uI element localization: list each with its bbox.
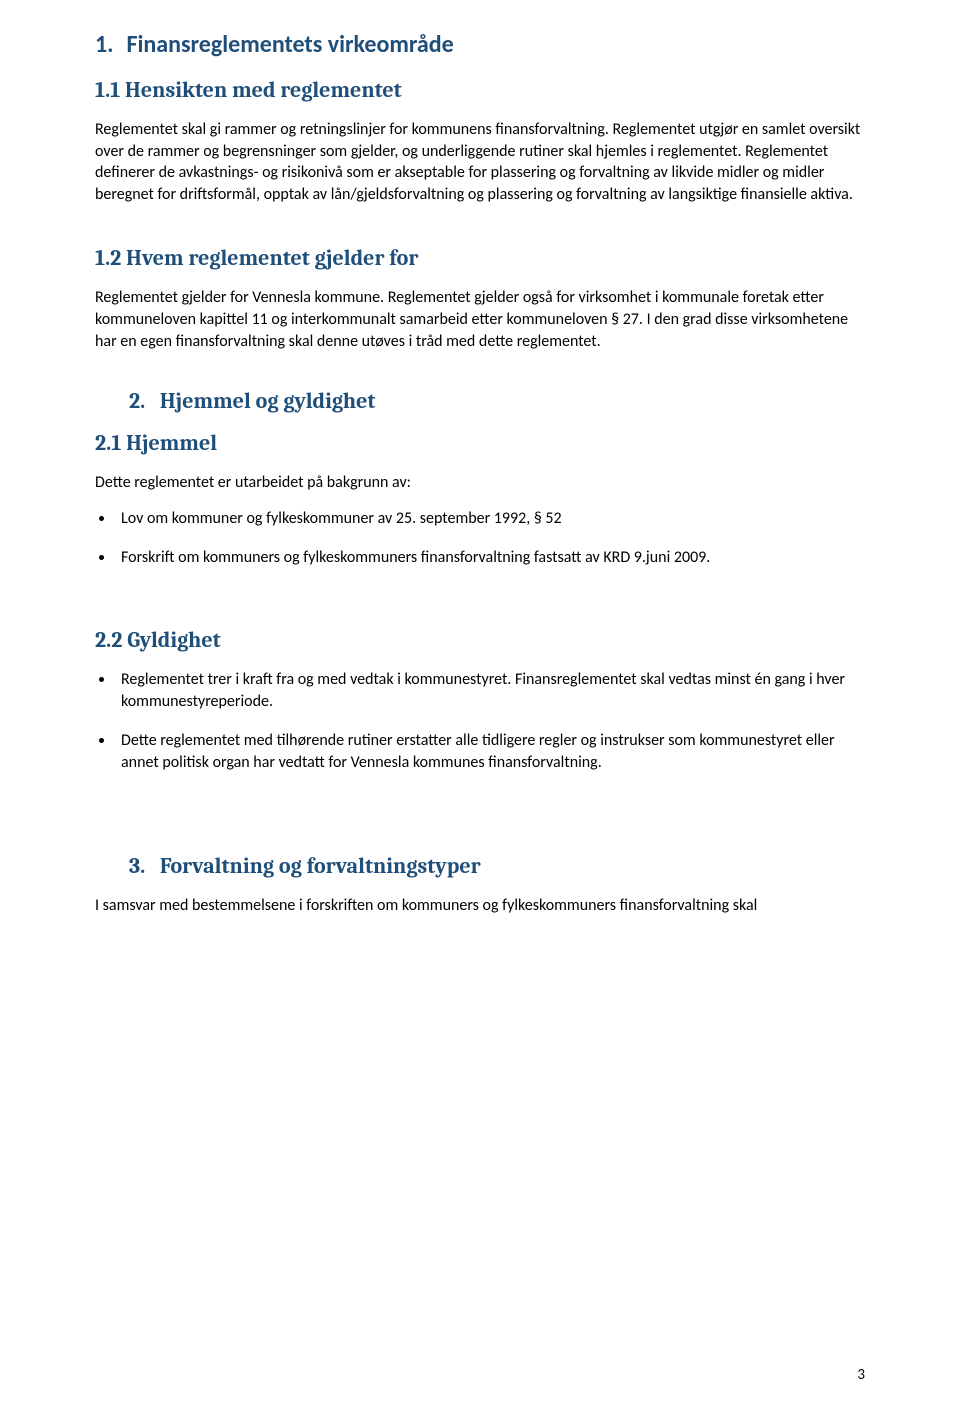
section-2-1-intro: Dette reglementet er utarbeidet på bakgr… [95,472,865,494]
section-1-1-body: Reglementet skal gi rammer og retningsli… [95,119,865,205]
section-3-number: 3. [129,853,155,879]
section-1-heading: 1. Finansreglementets virkeområde [95,30,865,59]
list-item: Forskrift om kommuners og fylkeskommuner… [115,547,865,569]
page: 1. Finansreglementets virkeområde 1.1 He… [0,0,960,1402]
section-3-heading: 3. Forvaltning og forvaltningstyper [129,853,865,879]
section-2-2-heading: 2.2 Gyldighet [95,627,865,653]
section-1-number: 1. [95,30,121,59]
list-item: Dette reglementet med tilhørende rutiner… [115,730,865,773]
section-3-title: Forvaltning og forvaltningstyper [160,853,481,879]
list-item: Reglementet trer i kraft fra og med vedt… [115,669,865,712]
section-3-body: I samsvar med bestemmelsene i forskrifte… [95,895,865,917]
section-1-2-heading: 1.2 Hvem reglementet gjelder for [95,245,865,271]
section-1-title: Finansreglementets virkeområde [126,30,453,59]
section-2-number: 2. [129,388,155,414]
section-1-2-body: Reglementet gjelder for Vennesla kommune… [95,287,865,352]
section-2-title: Hjemmel og gyldighet [160,388,376,414]
section-2-2-bullets: Reglementet trer i kraft fra og med vedt… [95,669,865,773]
section-2-1-bullets: Lov om kommuner og fylkeskommuner av 25.… [95,508,865,569]
page-number: 3 [857,1366,865,1384]
section-2-heading: 2. Hjemmel og gyldighet [129,388,865,414]
section-2-1-heading: 2.1 Hjemmel [95,430,865,456]
list-item: Lov om kommuner og fylkeskommuner av 25.… [115,508,865,530]
section-1-1-heading: 1.1 Hensikten med reglementet [95,77,865,103]
